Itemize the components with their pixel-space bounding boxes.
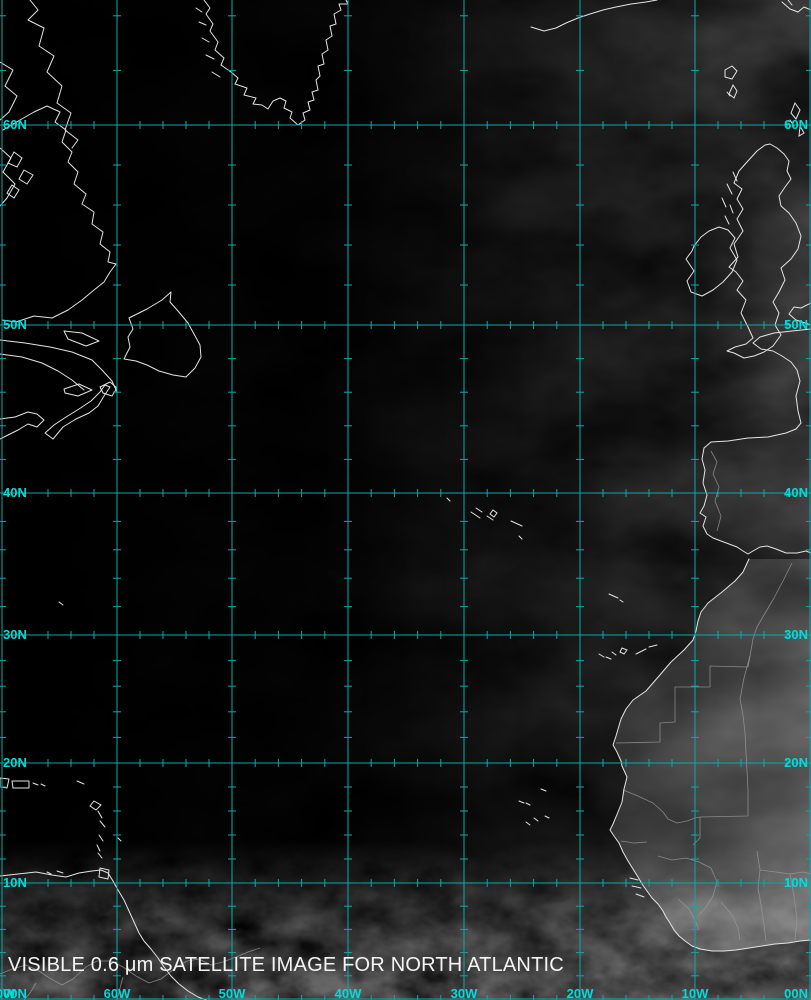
coastline-labrador xyxy=(1,105,117,323)
coastline-stlawrence xyxy=(0,353,85,391)
svg-text:50W: 50W xyxy=(219,986,246,1000)
coastline-labrador-islands xyxy=(6,151,34,199)
border-south-america-3 xyxy=(23,982,37,1000)
svg-text:50N: 50N xyxy=(784,317,808,332)
border-guinea-east xyxy=(698,867,718,916)
svg-text:40N: 40N xyxy=(3,485,27,500)
svg-text:20N: 20N xyxy=(784,755,808,770)
coastline-margarita xyxy=(46,870,64,875)
coastline-trinidad xyxy=(98,867,110,880)
coastline-lesser-antilles xyxy=(76,780,122,859)
coastline-pei xyxy=(63,383,93,397)
svg-text:10N: 10N xyxy=(784,875,808,890)
coastline-normandy xyxy=(788,302,811,326)
svg-text:20N: 20N xyxy=(3,755,27,770)
coastline-madeira xyxy=(608,593,624,603)
border-algeria-mali xyxy=(739,655,751,700)
svg-text:70W: 70W xyxy=(0,986,16,1000)
coastline-quebec-shore xyxy=(0,339,118,393)
border-south-america-1 xyxy=(0,947,261,986)
coastline-anticosti xyxy=(63,330,100,347)
svg-text:10W: 10W xyxy=(682,986,709,1000)
svg-text:50N: 50N xyxy=(3,317,27,332)
border-ivory-coast-west xyxy=(756,850,767,942)
border-morocco-algeria xyxy=(747,562,793,668)
coastline-hispaniola-tip xyxy=(0,777,10,789)
border-liberia xyxy=(720,901,741,941)
coastline-venezuela xyxy=(0,869,207,1000)
coastline-cape-verde xyxy=(518,788,550,826)
coastline-ungava xyxy=(0,61,18,207)
coastline-hebrides xyxy=(721,171,738,225)
coastline-guinea-bissau-inlets xyxy=(629,877,645,898)
grid-ticks-layer xyxy=(0,15,811,1000)
coastline-west-africa xyxy=(609,558,811,952)
coastline-puerto-rico xyxy=(11,780,30,789)
border-south-america-2 xyxy=(116,976,124,1000)
border-gambia xyxy=(620,840,648,844)
svg-text:60N: 60N xyxy=(784,117,808,132)
coastline-faroes xyxy=(724,65,738,99)
cloud-noise-itcz xyxy=(0,840,811,1000)
svg-text:60W: 60W xyxy=(104,986,131,1000)
svg-text:60N: 60N xyxy=(3,117,27,132)
coastline-greenland-fjords xyxy=(195,7,221,78)
coastline-ireland xyxy=(685,226,738,297)
svg-text:10N: 10N xyxy=(3,875,27,890)
svg-text:40N: 40N xyxy=(784,485,808,500)
svg-text:30N: 30N xyxy=(3,627,27,642)
svg-text:20W: 20W xyxy=(567,986,594,1000)
border-mauritania-mali xyxy=(692,698,749,846)
svg-text:40W: 40W xyxy=(335,986,362,1000)
grid-labels-layer: 60N 60N 50N 50N 40N 40N 30N 30N 20N 20N 10N 10N 00N 0… xyxy=(0,117,808,1000)
coastline-great-britain xyxy=(726,143,802,359)
country-borders xyxy=(0,450,811,1000)
coastline-virgin-islands xyxy=(32,782,46,787)
border-sierra-leone xyxy=(677,898,700,931)
border-spain-portugal xyxy=(710,450,722,532)
coastline-greenland xyxy=(203,0,349,126)
annotation-title: VISIBLE 0.6 μm SATELLITE IMAGE FOR NORTH… xyxy=(8,954,564,976)
border-western-sahara xyxy=(615,665,749,744)
coastline-azores xyxy=(446,497,523,540)
svg-text:00N: 00N xyxy=(3,986,27,1000)
coastline-iceland xyxy=(530,0,658,32)
svg-text:30W: 30W xyxy=(451,986,478,1000)
coastline-newfoundland xyxy=(123,291,202,378)
svg-text:30N: 30N xyxy=(784,627,808,642)
coastline-norway xyxy=(781,0,811,13)
coastline-nova-scotia xyxy=(44,384,111,440)
coastline-spain-north xyxy=(703,428,797,449)
border-senegal-river xyxy=(622,789,701,824)
coastline-maine xyxy=(0,411,45,440)
image-annotation: VISIBLE 0.6 μm SATELLITE IMAGE FOR NORTH… xyxy=(8,913,564,1000)
coastline-brittany-biscay xyxy=(752,328,811,430)
border-guinea-north xyxy=(657,855,712,869)
coastline-canaries xyxy=(598,644,658,660)
coastline-bermuda xyxy=(58,601,64,606)
svg-text:00N: 00N xyxy=(784,986,808,1000)
border-ivory-coast-east xyxy=(789,873,798,941)
coastline-baffin xyxy=(27,0,79,149)
